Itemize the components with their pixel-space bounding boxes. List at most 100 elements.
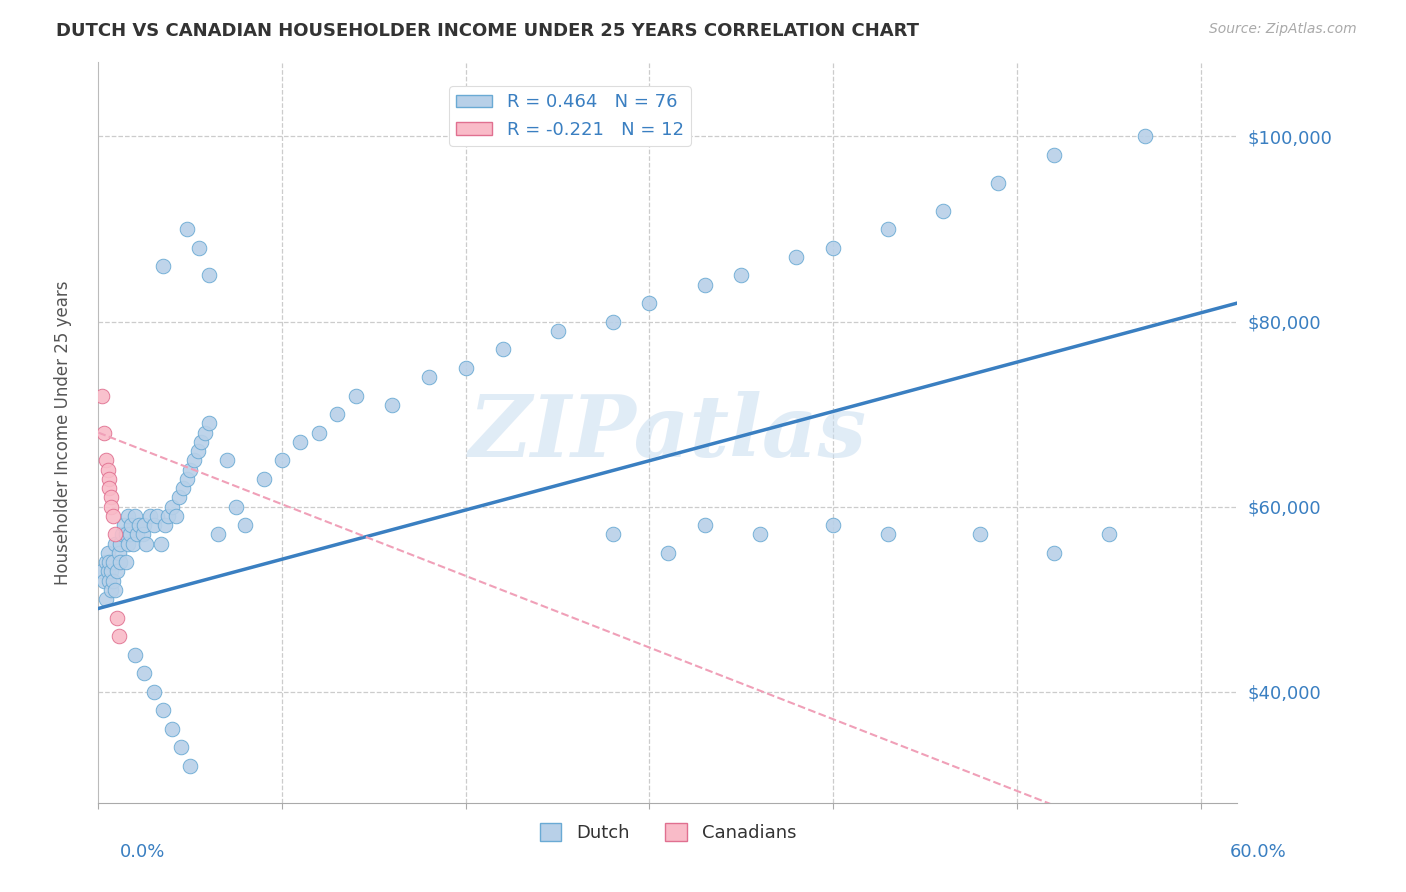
Point [987, 176, 1010, 190]
Point [183, 453, 205, 467]
Point [1042, 148, 1064, 162]
Point [142, 685, 165, 699]
Point [97, 462, 120, 476]
Point [932, 203, 955, 218]
Point [122, 536, 145, 550]
Point [165, 508, 187, 523]
Point [785, 250, 807, 264]
Point [131, 527, 153, 541]
Point [179, 758, 201, 772]
Point [730, 268, 752, 283]
Point [877, 527, 900, 541]
Text: ZIPatlas: ZIPatlas [468, 391, 868, 475]
Point [149, 536, 172, 550]
Point [1042, 546, 1064, 560]
Point [877, 222, 900, 236]
Point [134, 518, 156, 533]
Point [101, 555, 124, 569]
Point [94, 592, 117, 607]
Point [693, 277, 716, 292]
Point [101, 508, 124, 523]
Point [94, 453, 117, 467]
Point [100, 565, 122, 579]
Point [146, 508, 169, 523]
Point [94, 555, 117, 569]
Point [271, 453, 294, 467]
Point [104, 527, 127, 541]
Point [97, 546, 120, 560]
Point [547, 324, 569, 338]
Point [104, 582, 127, 597]
Point [638, 296, 661, 310]
Point [969, 527, 991, 541]
Legend: Dutch, Canadians: Dutch, Canadians [533, 815, 803, 849]
Point [176, 222, 198, 236]
Point [235, 518, 257, 533]
Text: 0.0%: 0.0% [120, 843, 165, 861]
Point [188, 240, 211, 255]
Point [179, 462, 201, 476]
Point [602, 527, 624, 541]
Point [1098, 527, 1121, 541]
Point [142, 518, 165, 533]
Text: 60.0%: 60.0% [1230, 843, 1286, 861]
Point [117, 508, 139, 523]
Y-axis label: Householder Income Under 25 years: Householder Income Under 25 years [53, 280, 72, 585]
Point [454, 360, 477, 375]
Point [290, 434, 312, 449]
Point [152, 703, 174, 717]
Point [308, 425, 330, 440]
Point [110, 555, 132, 569]
Point [170, 740, 193, 755]
Point [100, 500, 122, 514]
Point [124, 648, 146, 662]
Point [110, 536, 132, 550]
Point [344, 388, 367, 402]
Point [91, 565, 114, 579]
Point [107, 546, 129, 560]
Point [139, 508, 162, 523]
Point [381, 398, 404, 412]
Point [187, 444, 209, 458]
Point [121, 518, 143, 533]
Point [602, 314, 624, 328]
Point [326, 407, 349, 421]
Point [823, 518, 845, 533]
Point [124, 508, 146, 523]
Point [225, 500, 247, 514]
Point [98, 472, 121, 486]
Point [748, 527, 770, 541]
Point [253, 472, 276, 486]
Point [104, 536, 127, 550]
Point [98, 555, 121, 569]
Point [101, 574, 124, 588]
Point [115, 527, 138, 541]
Point [157, 508, 180, 523]
Point [98, 574, 121, 588]
Point [207, 527, 229, 541]
Point [153, 518, 176, 533]
Point [93, 425, 115, 440]
Point [167, 491, 190, 505]
Point [125, 527, 148, 541]
Point [117, 536, 139, 550]
Text: DUTCH VS CANADIAN HOUSEHOLDER INCOME UNDER 25 YEARS CORRELATION CHART: DUTCH VS CANADIAN HOUSEHOLDER INCOME UND… [56, 22, 920, 40]
Point [111, 527, 134, 541]
Point [197, 417, 219, 431]
Point [107, 629, 129, 643]
Point [190, 434, 212, 449]
Point [91, 388, 114, 402]
Point [657, 546, 679, 560]
Point [93, 574, 115, 588]
Point [115, 555, 138, 569]
Point [160, 722, 183, 736]
Point [194, 425, 217, 440]
Point [100, 491, 122, 505]
Point [112, 518, 135, 533]
Point [1135, 129, 1157, 144]
Point [152, 259, 174, 273]
Point [823, 240, 845, 255]
Point [128, 518, 150, 533]
Point [491, 343, 513, 357]
Point [197, 268, 219, 283]
